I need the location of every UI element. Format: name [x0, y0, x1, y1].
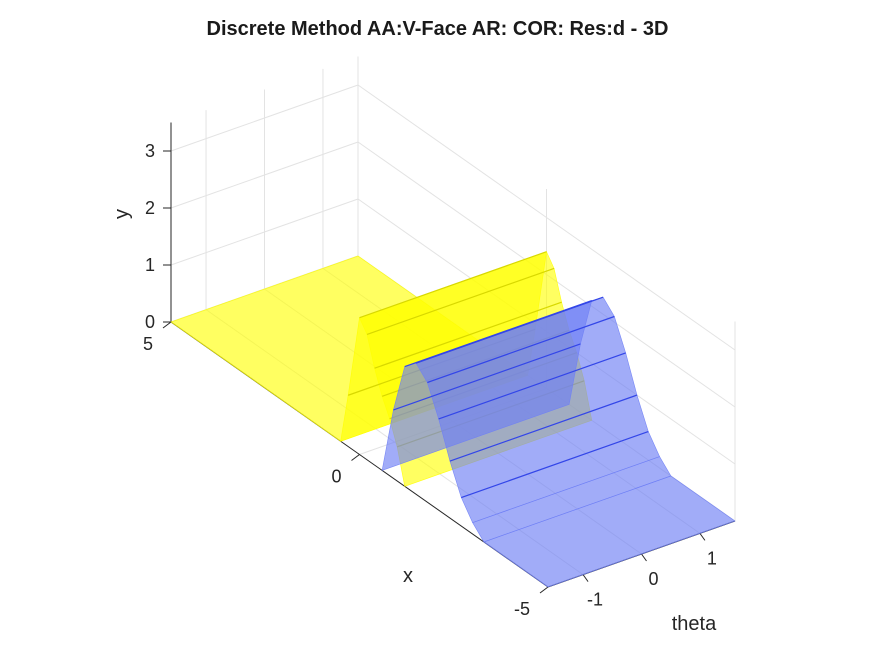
grid-line [170, 84, 359, 152]
x-tick-label: -5 [514, 599, 530, 619]
theta-axis-label: theta [672, 613, 717, 635]
y-tick-label: 1 [145, 255, 155, 275]
surface-edge [366, 267, 555, 335]
surface-edge [449, 394, 638, 462]
surface-edge [374, 301, 562, 369]
x-tick [539, 586, 549, 594]
theta-tick-label: 1 [707, 548, 717, 568]
surface-edge [359, 251, 547, 319]
grid-line [357, 84, 736, 351]
surfaces [170, 251, 736, 588]
x-tick [162, 321, 172, 329]
y-tick-label: 3 [145, 141, 155, 161]
surface-patch [483, 475, 736, 588]
y-tick-label: 0 [145, 312, 155, 332]
surface-edge [393, 343, 581, 411]
y-tick-label: 2 [145, 198, 155, 218]
x-tick [351, 454, 360, 461]
y-axis-label: y [111, 209, 133, 219]
theta-tick [641, 553, 647, 562]
x-tick-label: 0 [331, 467, 341, 487]
theta-tick-label: -1 [587, 590, 603, 610]
theta-tick [582, 574, 589, 582]
grid-line [170, 141, 359, 209]
grid-line [170, 198, 359, 266]
surface-edge [438, 352, 626, 420]
surface-edge [427, 315, 615, 384]
theta-tick [699, 533, 706, 541]
x-tick-label: 5 [143, 334, 153, 354]
surface-edge [461, 430, 649, 499]
surface-edge [415, 296, 604, 364]
chart-title: Discrete Method AA:V-Face AR: COR: Res:d… [206, 18, 669, 40]
x-axis-label: x [403, 565, 413, 587]
theta-tick-label: 0 [648, 569, 658, 589]
